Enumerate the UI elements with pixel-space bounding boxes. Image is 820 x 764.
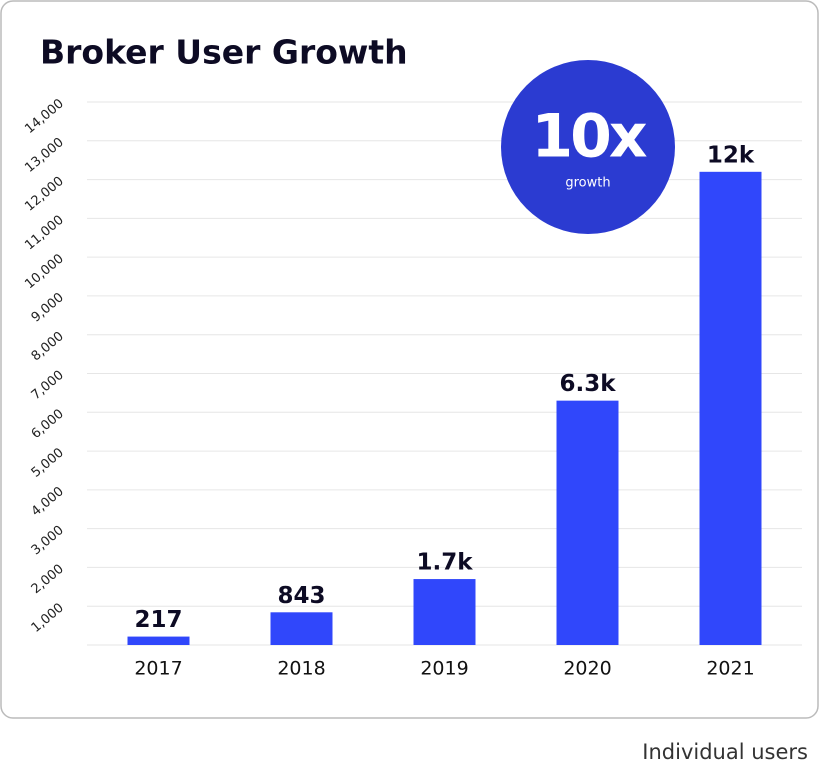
- value-label: 217: [134, 607, 182, 633]
- value-label: 6.3k: [559, 371, 616, 397]
- badge-circle: [501, 60, 675, 234]
- badge-text: 10x: [531, 102, 646, 172]
- bar: [270, 612, 333, 645]
- badge-subtext: growth: [565, 176, 610, 191]
- bar: [413, 579, 476, 645]
- bar: [556, 400, 619, 645]
- value-label: 12k: [707, 142, 755, 168]
- value-label: 1.7k: [416, 550, 473, 576]
- x-tick-label: 2020: [563, 658, 611, 680]
- x-tick-label: 2018: [277, 658, 325, 680]
- bar: [127, 636, 190, 645]
- bar: [699, 171, 762, 646]
- chart-title: Broker User Growth: [40, 33, 408, 72]
- value-label: 843: [277, 583, 325, 609]
- caption: Individual users: [642, 740, 808, 764]
- x-tick-label: 2021: [706, 658, 754, 680]
- x-tick-label: 2017: [134, 658, 182, 680]
- x-tick-label: 2019: [420, 658, 468, 680]
- card: [0, 0, 819, 719]
